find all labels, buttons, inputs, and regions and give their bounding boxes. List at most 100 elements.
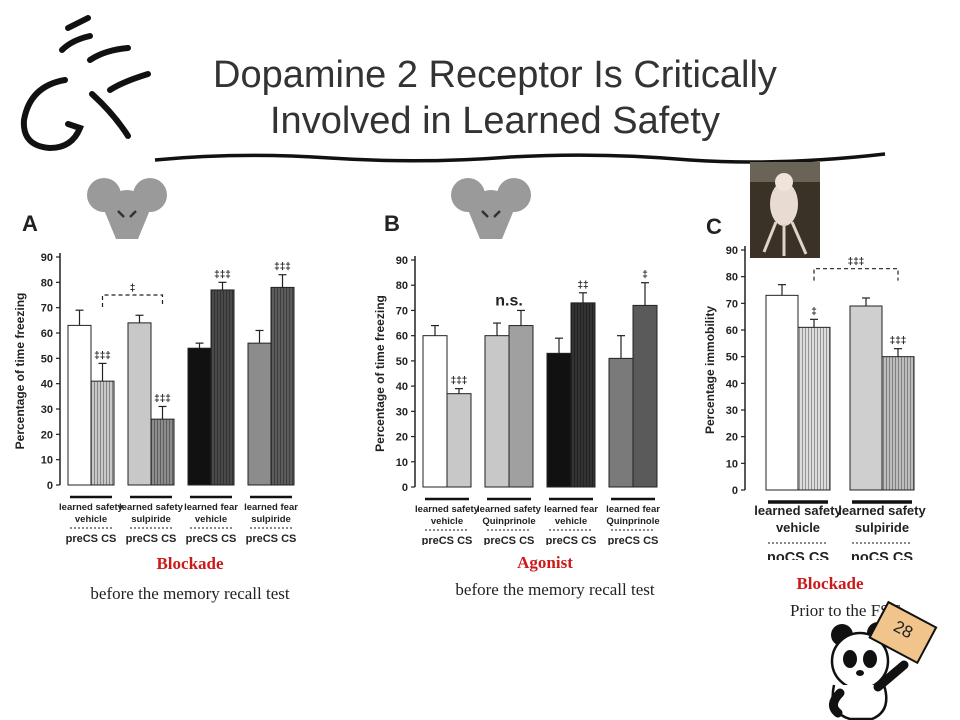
cs-label: preCS CS bbox=[126, 533, 177, 545]
group-label: learned safety bbox=[59, 502, 124, 513]
significance-marker: ‡‡‡ bbox=[451, 376, 468, 387]
cs-label: preCS CS bbox=[484, 535, 535, 545]
bar bbox=[210, 289, 235, 486]
group-label: learned safety bbox=[415, 504, 480, 515]
chart-panel-a: A 0 10 20 30 40 50 60 70 80 90 Percentage of time f… bbox=[10, 175, 340, 545]
y-tick-label: 90 bbox=[396, 255, 408, 267]
bar bbox=[67, 324, 92, 486]
bar bbox=[570, 302, 596, 488]
group-label: Quinprinole bbox=[606, 516, 659, 527]
group-label: sulpiride bbox=[855, 520, 909, 535]
significance-marker: ‡ bbox=[811, 306, 817, 317]
y-tick-label: 50 bbox=[726, 352, 738, 364]
y-tick-label: 50 bbox=[41, 353, 53, 365]
y-tick-label: 60 bbox=[396, 331, 408, 343]
panel-letter: C bbox=[706, 214, 722, 239]
bar bbox=[765, 294, 799, 491]
slide-title: Dopamine 2 Receptor Is Critically Involv… bbox=[213, 54, 777, 142]
group-label: Quinprinole bbox=[482, 516, 535, 527]
y-tick-label: 30 bbox=[726, 405, 738, 417]
panel-letter: A bbox=[22, 211, 38, 236]
y-tick-label: 80 bbox=[396, 280, 408, 292]
group-label: learned fear bbox=[606, 504, 660, 515]
y-tick-label: 10 bbox=[396, 457, 408, 469]
significance-marker: ‡ bbox=[642, 270, 648, 281]
caption-b-timing: before the memory recall test bbox=[455, 580, 655, 599]
group-label: vehicle bbox=[555, 516, 587, 527]
y-tick-label: 90 bbox=[41, 252, 53, 264]
slide-number-sign bbox=[868, 600, 938, 665]
y-tick-label: 90 bbox=[726, 245, 738, 257]
cs-label: preCS CS bbox=[422, 535, 473, 545]
group-label: learned fear bbox=[544, 504, 598, 515]
bar bbox=[247, 342, 272, 486]
y-tick-label: 30 bbox=[396, 406, 408, 418]
caption-c-timing: Prior to the FST bbox=[789, 601, 901, 620]
cs-label: noCS CS bbox=[767, 550, 829, 560]
bar bbox=[546, 352, 572, 488]
y-tick-label: 20 bbox=[726, 432, 738, 444]
mouse-photo bbox=[750, 162, 820, 258]
bar bbox=[608, 357, 634, 488]
bar-chart-a: A 0 10 20 30 40 50 60 70 80 90 Percentage of time f… bbox=[13, 211, 298, 545]
significance-marker: ‡‡‡ bbox=[94, 350, 111, 361]
y-tick-label: 20 bbox=[396, 432, 408, 444]
significance-marker: ‡‡ bbox=[577, 280, 588, 291]
group-label: learned safety bbox=[119, 502, 184, 513]
y-tick-label: 0 bbox=[402, 482, 408, 494]
cs-label: preCS CS bbox=[246, 533, 297, 545]
comparison-bracket bbox=[813, 268, 899, 281]
bar bbox=[484, 335, 510, 488]
ns-label: n.s. bbox=[495, 292, 523, 309]
caption-c-treatment: Blockade bbox=[796, 574, 864, 593]
y-tick-label: 10 bbox=[41, 455, 53, 467]
y-tick-label: 40 bbox=[726, 378, 738, 390]
group-label: learned safety bbox=[477, 504, 542, 515]
y-tick-label: 70 bbox=[41, 303, 53, 315]
bar bbox=[632, 304, 658, 488]
group-label: vehicle bbox=[195, 514, 227, 525]
title-underline bbox=[154, 152, 886, 164]
y-tick-label: 10 bbox=[726, 458, 738, 470]
significance-marker: ‡‡‡ bbox=[274, 262, 291, 273]
group-label: learned safety bbox=[754, 503, 842, 518]
bar bbox=[127, 322, 152, 486]
y-tick-label: 70 bbox=[726, 298, 738, 310]
y-tick-label: 60 bbox=[41, 328, 53, 340]
group-label: learned safety bbox=[838, 503, 926, 518]
y-tick-label: 30 bbox=[41, 404, 53, 416]
y-tick-label: 40 bbox=[41, 379, 53, 391]
bar bbox=[187, 347, 212, 486]
y-tick-label: 80 bbox=[726, 272, 738, 284]
y-tick-label: 20 bbox=[41, 429, 53, 441]
bar-chart-b: B 0 10 20 30 40 50 60 70 80 90 Percentage of time f… bbox=[373, 211, 660, 545]
group-label: learned fear bbox=[184, 502, 238, 513]
bar bbox=[881, 356, 915, 491]
significance-marker: ‡‡‡ bbox=[154, 393, 171, 404]
bar bbox=[508, 325, 534, 488]
mouse-icon bbox=[451, 178, 531, 239]
bracket-significance: ‡‡‡ bbox=[848, 257, 865, 268]
caption-a-treatment: Blockade bbox=[156, 554, 224, 573]
group-label: sulpiride bbox=[131, 514, 171, 525]
y-axis-label: Percentage immobility bbox=[703, 306, 717, 434]
cs-label: preCS CS bbox=[66, 533, 117, 545]
bar-chart-c: C 0 10 20 30 40 50 60 70 80 90 Percentage immobilit… bbox=[703, 214, 926, 560]
y-tick-label: 0 bbox=[732, 485, 738, 497]
chart-panel-b: B 0 10 20 30 40 50 60 70 80 90 Percentage of time f… bbox=[370, 175, 700, 545]
bar bbox=[446, 393, 472, 488]
cs-label: noCS CS bbox=[851, 550, 913, 560]
caption-b-treatment: Agonist bbox=[517, 553, 573, 572]
group-label: vehicle bbox=[431, 516, 463, 527]
comparison-bracket bbox=[101, 294, 164, 307]
group-label: vehicle bbox=[75, 514, 107, 525]
y-tick-label: 50 bbox=[396, 356, 408, 368]
caption-a-timing: before the memory recall test bbox=[90, 584, 290, 603]
chart-panel-c: C 0 10 20 30 40 50 60 70 80 90 Percentage immobilit… bbox=[700, 160, 950, 560]
mouse-icon bbox=[87, 178, 167, 239]
y-tick-label: 70 bbox=[396, 305, 408, 317]
y-tick-label: 0 bbox=[47, 480, 53, 492]
decorative-logo bbox=[20, 15, 151, 152]
bar bbox=[270, 286, 295, 486]
bar bbox=[849, 305, 883, 491]
